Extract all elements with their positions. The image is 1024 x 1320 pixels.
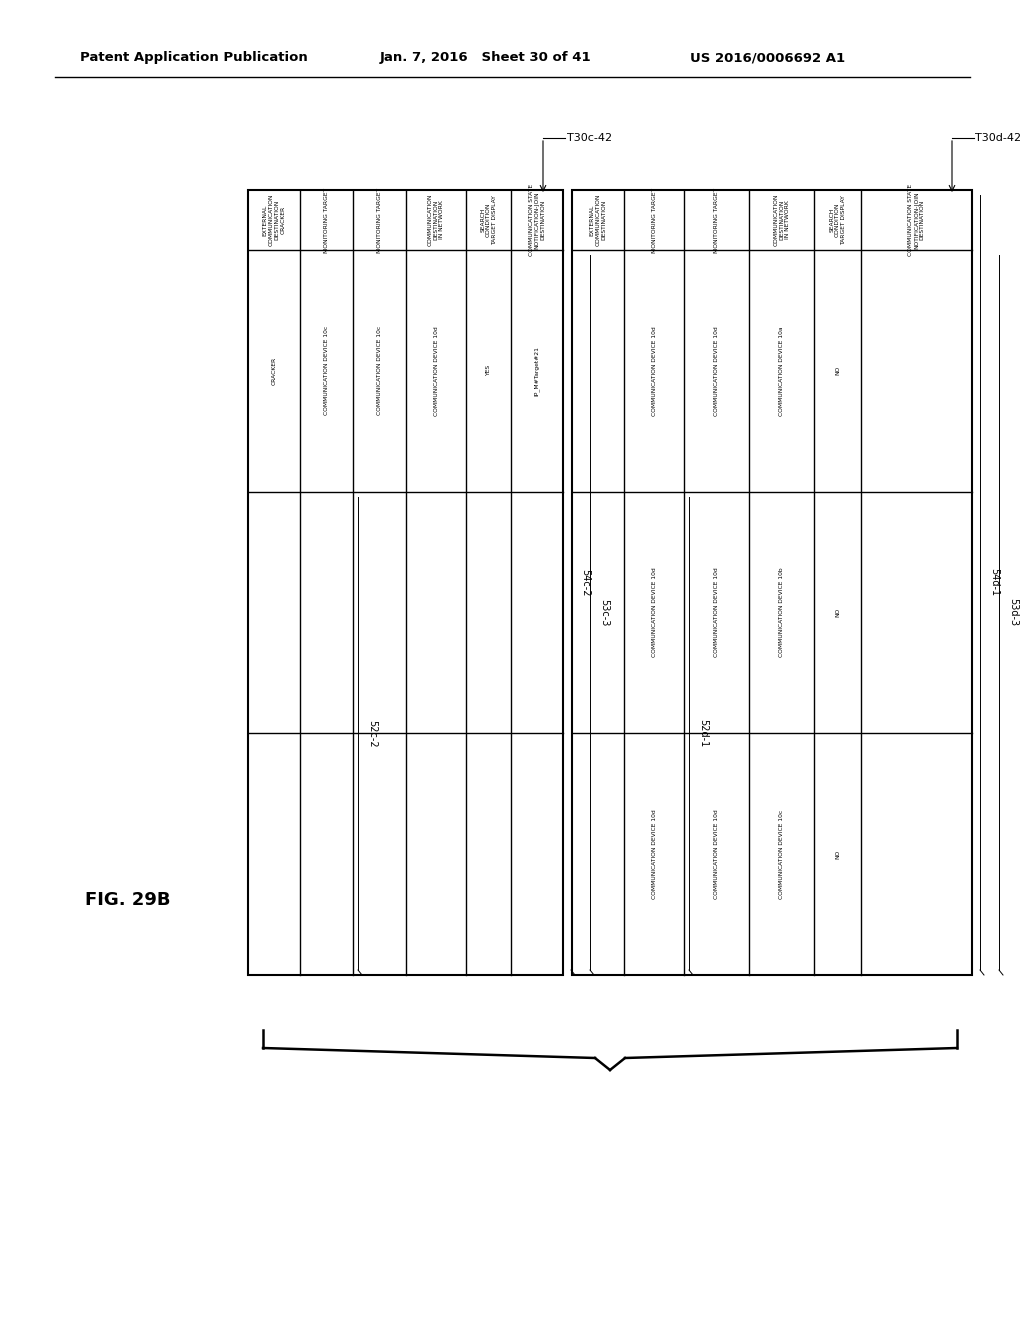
Text: 53c-3: 53c-3 bbox=[599, 599, 609, 626]
Text: COMMUNICATION DEVICE 10d: COMMUNICATION DEVICE 10d bbox=[714, 809, 719, 899]
Text: COMMUNICATION DEVICE 10a: COMMUNICATION DEVICE 10a bbox=[779, 326, 784, 416]
Text: MONITORING TARGET: MONITORING TARGET bbox=[714, 187, 719, 252]
Text: 54c-2: 54c-2 bbox=[580, 569, 590, 597]
Text: COMMUNICATION DEVICE 10c: COMMUNICATION DEVICE 10c bbox=[377, 326, 382, 416]
Text: EXTERNAL
COMMUNICATION
DESTINATION
CRACKER: EXTERNAL COMMUNICATION DESTINATION CRACK… bbox=[263, 194, 286, 247]
Text: CRACKER: CRACKER bbox=[271, 356, 276, 385]
Text: COMMUNICATION STATE
NOTIFICATION-JOIN
DESTINATION: COMMUNICATION STATE NOTIFICATION-JOIN DE… bbox=[528, 183, 546, 256]
Text: YES: YES bbox=[486, 366, 490, 376]
Text: 52c-2: 52c-2 bbox=[367, 719, 377, 747]
Text: IP_M#Target#21: IP_M#Target#21 bbox=[535, 346, 540, 396]
Text: COMMUNICATION DEVICE 10c: COMMUNICATION DEVICE 10c bbox=[779, 809, 784, 899]
Text: MONITORING TARGET: MONITORING TARGET bbox=[377, 187, 382, 252]
Text: 54d-1: 54d-1 bbox=[989, 569, 999, 597]
Text: Patent Application Publication: Patent Application Publication bbox=[80, 51, 308, 65]
Text: EXTERNAL
COMMUNICATION
DESTINATION: EXTERNAL COMMUNICATION DESTINATION bbox=[590, 194, 606, 247]
Text: COMMUNICATION
DESTINATION
IN NETWORK: COMMUNICATION DESTINATION IN NETWORK bbox=[773, 194, 790, 247]
Text: US 2016/0006692 A1: US 2016/0006692 A1 bbox=[690, 51, 845, 65]
Text: 53d-3: 53d-3 bbox=[1008, 598, 1018, 627]
Text: NO: NO bbox=[835, 609, 840, 618]
Text: COMMUNICATION DEVICE 10d: COMMUNICATION DEVICE 10d bbox=[714, 326, 719, 416]
Text: NO: NO bbox=[835, 850, 840, 859]
Text: SEARCH
CONDITION
TARGET DISPLAY: SEARCH CONDITION TARGET DISPLAY bbox=[829, 195, 846, 246]
Text: COMMUNICATION DEVICE 10d: COMMUNICATION DEVICE 10d bbox=[651, 326, 656, 416]
Text: COMMUNICATION DEVICE 10d: COMMUNICATION DEVICE 10d bbox=[651, 809, 656, 899]
Text: T30c-42: T30c-42 bbox=[567, 133, 612, 143]
Text: T30d-42: T30d-42 bbox=[976, 133, 1022, 143]
Text: SEARCH
CONDITION
TARGET DISPLAY: SEARCH CONDITION TARGET DISPLAY bbox=[480, 195, 497, 246]
Text: COMMUNICATION
DESTINATION
IN NETWORK: COMMUNICATION DESTINATION IN NETWORK bbox=[428, 194, 444, 247]
Bar bbox=[572, 190, 972, 975]
Text: FIG. 29B: FIG. 29B bbox=[85, 891, 171, 909]
Text: Jan. 7, 2016   Sheet 30 of 41: Jan. 7, 2016 Sheet 30 of 41 bbox=[380, 51, 592, 65]
Bar bbox=[248, 190, 563, 975]
Text: NO: NO bbox=[835, 366, 840, 375]
Text: COMMUNICATION DEVICE 10c: COMMUNICATION DEVICE 10c bbox=[324, 326, 329, 416]
Text: MONITORING TARGET: MONITORING TARGET bbox=[324, 187, 329, 252]
Text: COMMUNICATION DEVICE 10d: COMMUNICATION DEVICE 10d bbox=[651, 568, 656, 657]
Text: 52d-1: 52d-1 bbox=[698, 719, 708, 747]
Text: COMMUNICATION DEVICE 10d: COMMUNICATION DEVICE 10d bbox=[714, 568, 719, 657]
Text: COMMUNICATION DEVICE 10b: COMMUNICATION DEVICE 10b bbox=[779, 568, 784, 657]
Text: COMMUNICATION STATE
NOTIFICATION-JOIN
DESTINATION: COMMUNICATION STATE NOTIFICATION-JOIN DE… bbox=[908, 183, 925, 256]
Text: COMMUNICATION DEVICE 10d: COMMUNICATION DEVICE 10d bbox=[433, 326, 438, 416]
Text: MONITORING TARGET: MONITORING TARGET bbox=[651, 187, 656, 252]
